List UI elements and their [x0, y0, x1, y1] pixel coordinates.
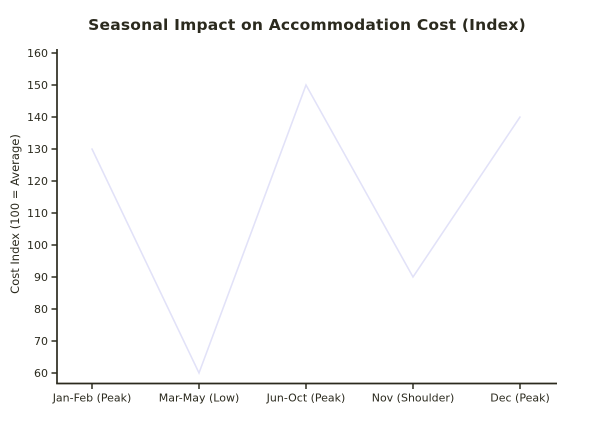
y-tick-label: 130	[27, 143, 48, 156]
y-tick-label: 70	[34, 335, 48, 348]
y-tick-label: 100	[27, 239, 48, 252]
y-axis-label: Cost Index (100 = Average)	[8, 134, 22, 294]
data-series-line	[91, 83, 521, 376]
y-tick-label: 150	[27, 79, 48, 92]
x-tick-label: Jan-Feb (Peak)	[52, 392, 132, 405]
y-tick-label: 90	[34, 271, 48, 284]
y-tick-label: 140	[27, 111, 48, 124]
chart-title: Seasonal Impact on Accommodation Cost (I…	[88, 16, 526, 34]
x-tick-label: Nov (Shoulder)	[372, 392, 455, 405]
y-tick-label: 80	[34, 303, 48, 316]
x-tick-label: Mar-May (Low)	[159, 392, 240, 405]
y-tick-label: 160	[27, 47, 48, 60]
x-tick-label: Jun-Oct (Peak)	[266, 392, 346, 405]
y-tick-label: 120	[27, 175, 48, 188]
x-tick-label: Dec (Peak)	[490, 392, 550, 405]
y-tick-label: 60	[34, 367, 48, 380]
y-tick-label: 110	[27, 207, 48, 220]
